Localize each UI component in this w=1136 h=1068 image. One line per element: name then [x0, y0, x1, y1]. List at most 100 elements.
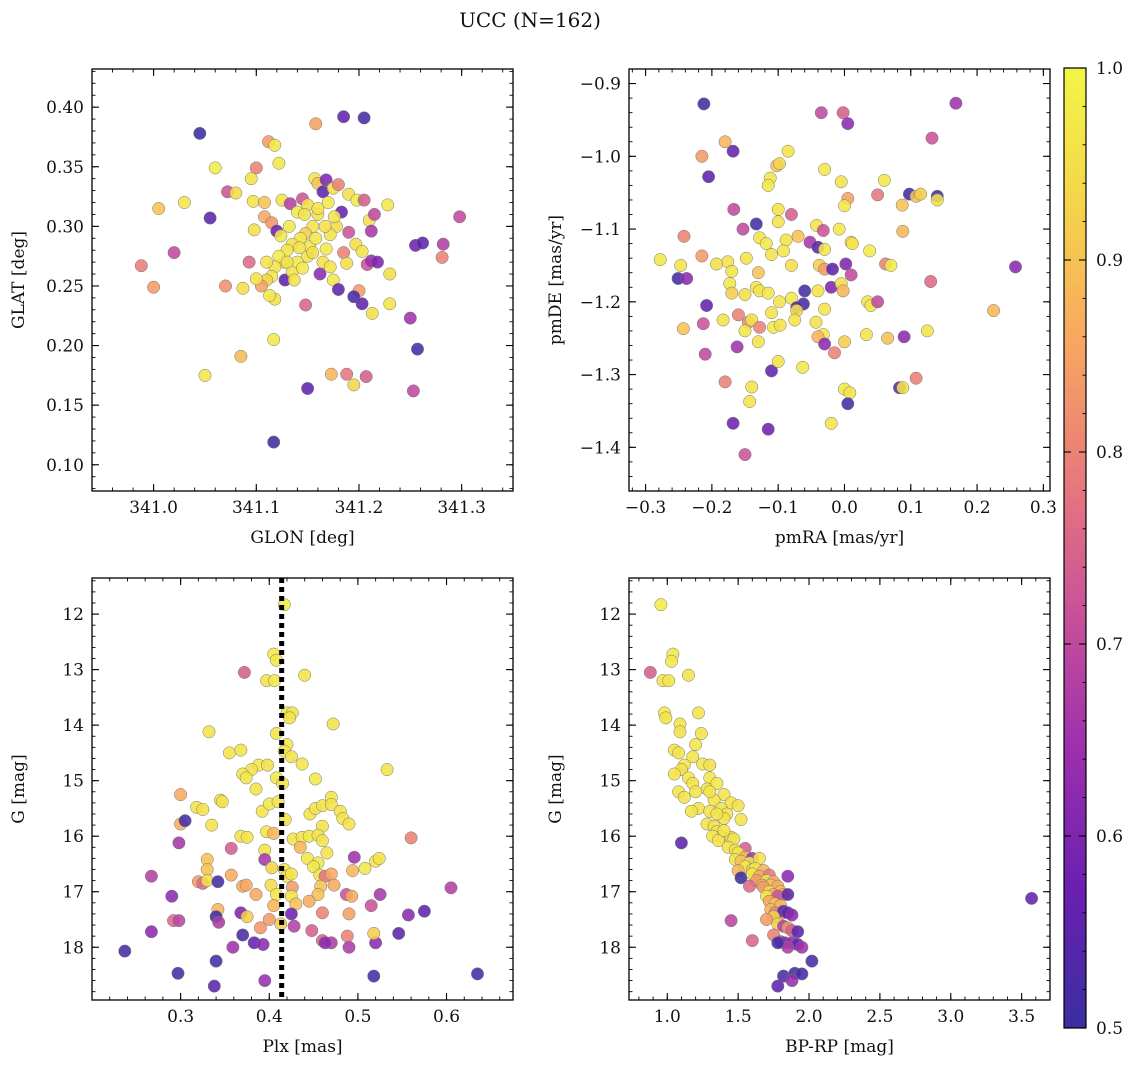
x-tick-label: 2.5	[866, 1007, 893, 1027]
scatter-point	[745, 380, 759, 394]
scatter-point	[453, 210, 467, 224]
scatter-point	[372, 851, 386, 865]
scatter-point	[718, 375, 732, 389]
scatter-point	[267, 435, 281, 449]
scatter-point	[258, 196, 271, 209]
scatter-point	[174, 788, 188, 802]
scatter-point	[177, 196, 191, 209]
scatter-point	[340, 367, 354, 381]
x-tick-label: −0.3	[625, 498, 666, 518]
scatter-point	[795, 967, 809, 981]
scatter-point	[751, 266, 765, 280]
x-tick-label: 0.5	[344, 1007, 371, 1027]
scatter-point	[791, 229, 805, 243]
scatter-point	[355, 244, 369, 258]
scatter-point	[791, 925, 805, 939]
colorbar-tick-label: 0.6	[1096, 827, 1123, 847]
scatter-point	[364, 899, 378, 913]
scatter-points	[653, 96, 1022, 462]
colorbar-tick-label: 1.0	[1096, 59, 1123, 79]
scatter-point	[725, 264, 739, 278]
scatter-point	[236, 281, 250, 295]
scatter-point	[832, 222, 846, 236]
scatter-point	[246, 194, 260, 208]
scatter-point	[401, 908, 415, 922]
axes-frame	[628, 577, 1051, 1001]
y-tick-label: 16	[62, 827, 84, 847]
axes-frame	[628, 68, 1051, 492]
scatter-point	[313, 267, 327, 281]
scatter-point	[417, 904, 431, 918]
scatter-point	[284, 907, 298, 921]
scatter-point	[444, 881, 458, 895]
scatter-point	[367, 207, 381, 221]
scatter-point	[795, 940, 809, 954]
scatter-point	[816, 224, 830, 237]
scatter-point	[262, 913, 276, 926]
x-tick-label: 3.5	[1008, 1007, 1035, 1027]
y-tick-label: −1.0	[580, 147, 621, 167]
scatter-point	[200, 874, 214, 888]
y-tick-label: 13	[62, 661, 84, 681]
scatter-point	[249, 888, 263, 901]
scatter-point	[682, 668, 695, 682]
scatter-point	[144, 925, 158, 939]
x-tick-label: 1.0	[654, 1007, 681, 1027]
scatter-point	[172, 914, 186, 928]
scatter-point	[676, 322, 690, 336]
scatter-point	[202, 725, 216, 739]
scatter-point	[834, 175, 848, 189]
scatter-point	[838, 335, 851, 349]
scatter-point	[383, 297, 397, 311]
scatter-point	[219, 279, 232, 293]
scatter-point	[249, 161, 263, 175]
scatter-point	[811, 284, 825, 298]
scatter-point	[745, 934, 759, 948]
scatter-point	[896, 381, 910, 395]
scatter-point	[383, 267, 397, 281]
scatter-point	[253, 921, 267, 935]
y-tick-label: −1.2	[580, 293, 621, 313]
scatter-point	[346, 864, 360, 878]
scatter-point	[784, 208, 798, 221]
scatter-point	[301, 382, 315, 395]
scatter-point	[738, 448, 752, 462]
y-axis-label: GLAT [deg]	[9, 231, 29, 329]
y-tick-label: 18	[599, 938, 621, 958]
scatter-point	[193, 126, 207, 140]
scatter-point	[845, 237, 859, 251]
scatter-point	[365, 306, 379, 320]
y-tick-label: 15	[62, 772, 84, 792]
scatter-point	[796, 360, 810, 374]
scatter-point	[710, 807, 724, 821]
scatter-point	[321, 196, 335, 209]
scatter-point	[234, 349, 248, 363]
scatter-point	[753, 320, 767, 334]
scatter-point	[242, 255, 256, 269]
scatter-point	[283, 197, 297, 211]
scatter-point	[305, 924, 319, 938]
scatter-point	[779, 233, 793, 247]
scatter-point	[309, 231, 323, 245]
scatter-point	[781, 888, 795, 901]
scatter-point	[198, 368, 212, 382]
scatter-point	[293, 840, 307, 854]
x-tick-label: 341.1	[232, 498, 281, 518]
y-tick-label: 14	[62, 716, 84, 736]
scatter-point	[471, 967, 484, 981]
plot-area	[92, 578, 513, 1000]
scatter-point	[215, 795, 229, 809]
scatter-point	[265, 861, 279, 875]
axes-frame	[91, 577, 514, 1001]
scatter-point	[727, 202, 741, 216]
scatter-point	[342, 817, 356, 831]
scatter-point	[684, 804, 698, 818]
scatter-point	[212, 915, 226, 929]
scatter-point	[203, 211, 217, 225]
scatter-point	[284, 867, 298, 881]
scatter-point	[654, 598, 668, 612]
scatter-point	[178, 814, 192, 828]
scatter-point	[331, 178, 345, 192]
plot-pmra-pmde: −0.3 −0.2 −0.1 0.0 0.1 0.2 0.3 −1.4 −1.3 −1.2 −1.1…	[546, 68, 1057, 548]
y-tick-label: 17	[62, 883, 84, 903]
